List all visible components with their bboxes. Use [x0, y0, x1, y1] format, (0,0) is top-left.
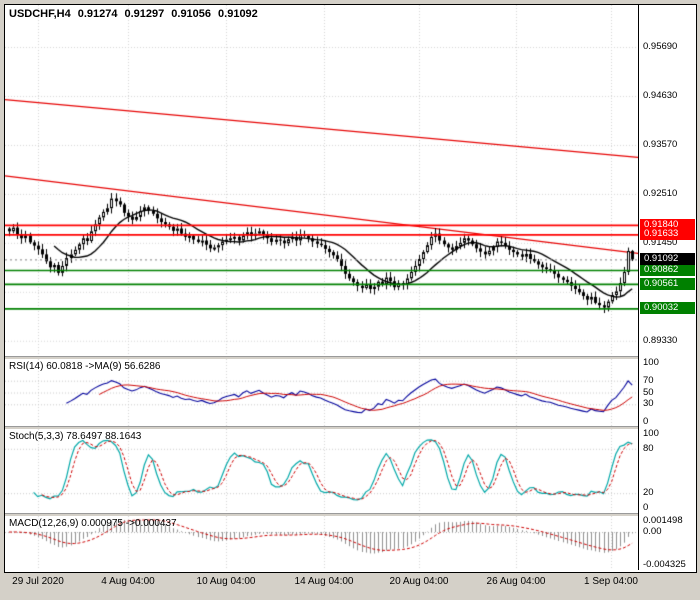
open-value: 0.91274 — [77, 8, 118, 20]
close-value: 0.91092 — [218, 8, 258, 20]
stoch-axis-label: 20 — [643, 487, 654, 498]
price-axis-label: 0.92510 — [643, 188, 678, 199]
rsi-indicator-label: RSI(14) 60.0818 ->MA(9) 56.6286 — [9, 361, 161, 372]
rsi-axis-label: 50 — [643, 387, 654, 398]
time-axis-label: 4 Aug 04:00 — [101, 576, 155, 587]
ohlc-header: USDCHF,H4 0.91274 0.91297 0.91056 0.91092 — [9, 8, 265, 20]
stoch-axis-label: 0 — [643, 502, 649, 513]
symbol-period-label: USDCHF,H4 — [9, 8, 71, 20]
macd-axis-label: 0.001498 — [643, 515, 683, 526]
pane-separator[interactable] — [5, 356, 694, 359]
stoch-axis-label: 100 — [643, 428, 659, 439]
pane-separator[interactable] — [5, 426, 694, 429]
low-value: 0.91056 — [171, 8, 212, 20]
current-price-tag: 0.91092 — [640, 253, 695, 265]
time-axis-label: 26 Aug 04:00 — [486, 576, 546, 587]
price-axis-label: 0.94630 — [643, 90, 678, 101]
macd-axis-label: -0.004325 — [643, 559, 686, 570]
rsi-axis-label: 70 — [643, 375, 654, 386]
main-chart-canvas[interactable] — [5, 5, 638, 356]
rsi-axis-label: 30 — [643, 398, 654, 409]
chart-window: USDCHF,H4 0.91274 0.91297 0.91056 0.91092 RS… — [4, 4, 697, 573]
time-axis-label: 1 Sep 04:00 — [584, 576, 638, 587]
hline-price-tag: 0.90561 — [640, 278, 695, 290]
time-axis-label: 10 Aug 04:00 — [196, 576, 256, 587]
stochastic-indicator-label: Stoch(5,3,3) 78.6497 88.1643 — [9, 431, 142, 442]
price-axis-label: 0.89330 — [643, 335, 678, 346]
price-axis: 0.95690 0.94630 0.93570 0.92510 0.91450 0.893… — [638, 5, 695, 570]
price-axis-label: 0.91450 — [643, 237, 678, 248]
price-axis-label: 0.95690 — [643, 41, 678, 52]
stochastic-canvas[interactable] — [5, 429, 638, 513]
macd-axis-label: 0.00 — [643, 526, 662, 537]
price-axis-label: 0.93570 — [643, 139, 678, 150]
rsi-axis-label: 0 — [643, 416, 649, 427]
hline-price-tag: 0.91633 — [640, 228, 695, 240]
hline-price-tag: 0.90032 — [640, 302, 695, 314]
hline-price-tag: 0.90862 — [640, 264, 695, 276]
time-axis-label: 20 Aug 04:00 — [389, 576, 449, 587]
time-axis-label: 29 Jul 2020 — [12, 576, 64, 587]
time-axis: 29 Jul 2020 4 Aug 04:00 10 Aug 04:00 14 Aug… — [4, 576, 695, 596]
macd-canvas[interactable] — [5, 516, 638, 570]
stoch-axis-label: 80 — [643, 443, 654, 454]
pane-separator[interactable] — [5, 513, 694, 516]
rsi-canvas[interactable] — [5, 359, 638, 426]
time-axis-label: 14 Aug 04:00 — [294, 576, 354, 587]
high-value: 0.91297 — [124, 8, 165, 20]
rsi-axis-label: 100 — [643, 357, 659, 368]
macd-indicator-label: MACD(12,26,9) 0.000975 ->0.000437 — [9, 518, 177, 529]
